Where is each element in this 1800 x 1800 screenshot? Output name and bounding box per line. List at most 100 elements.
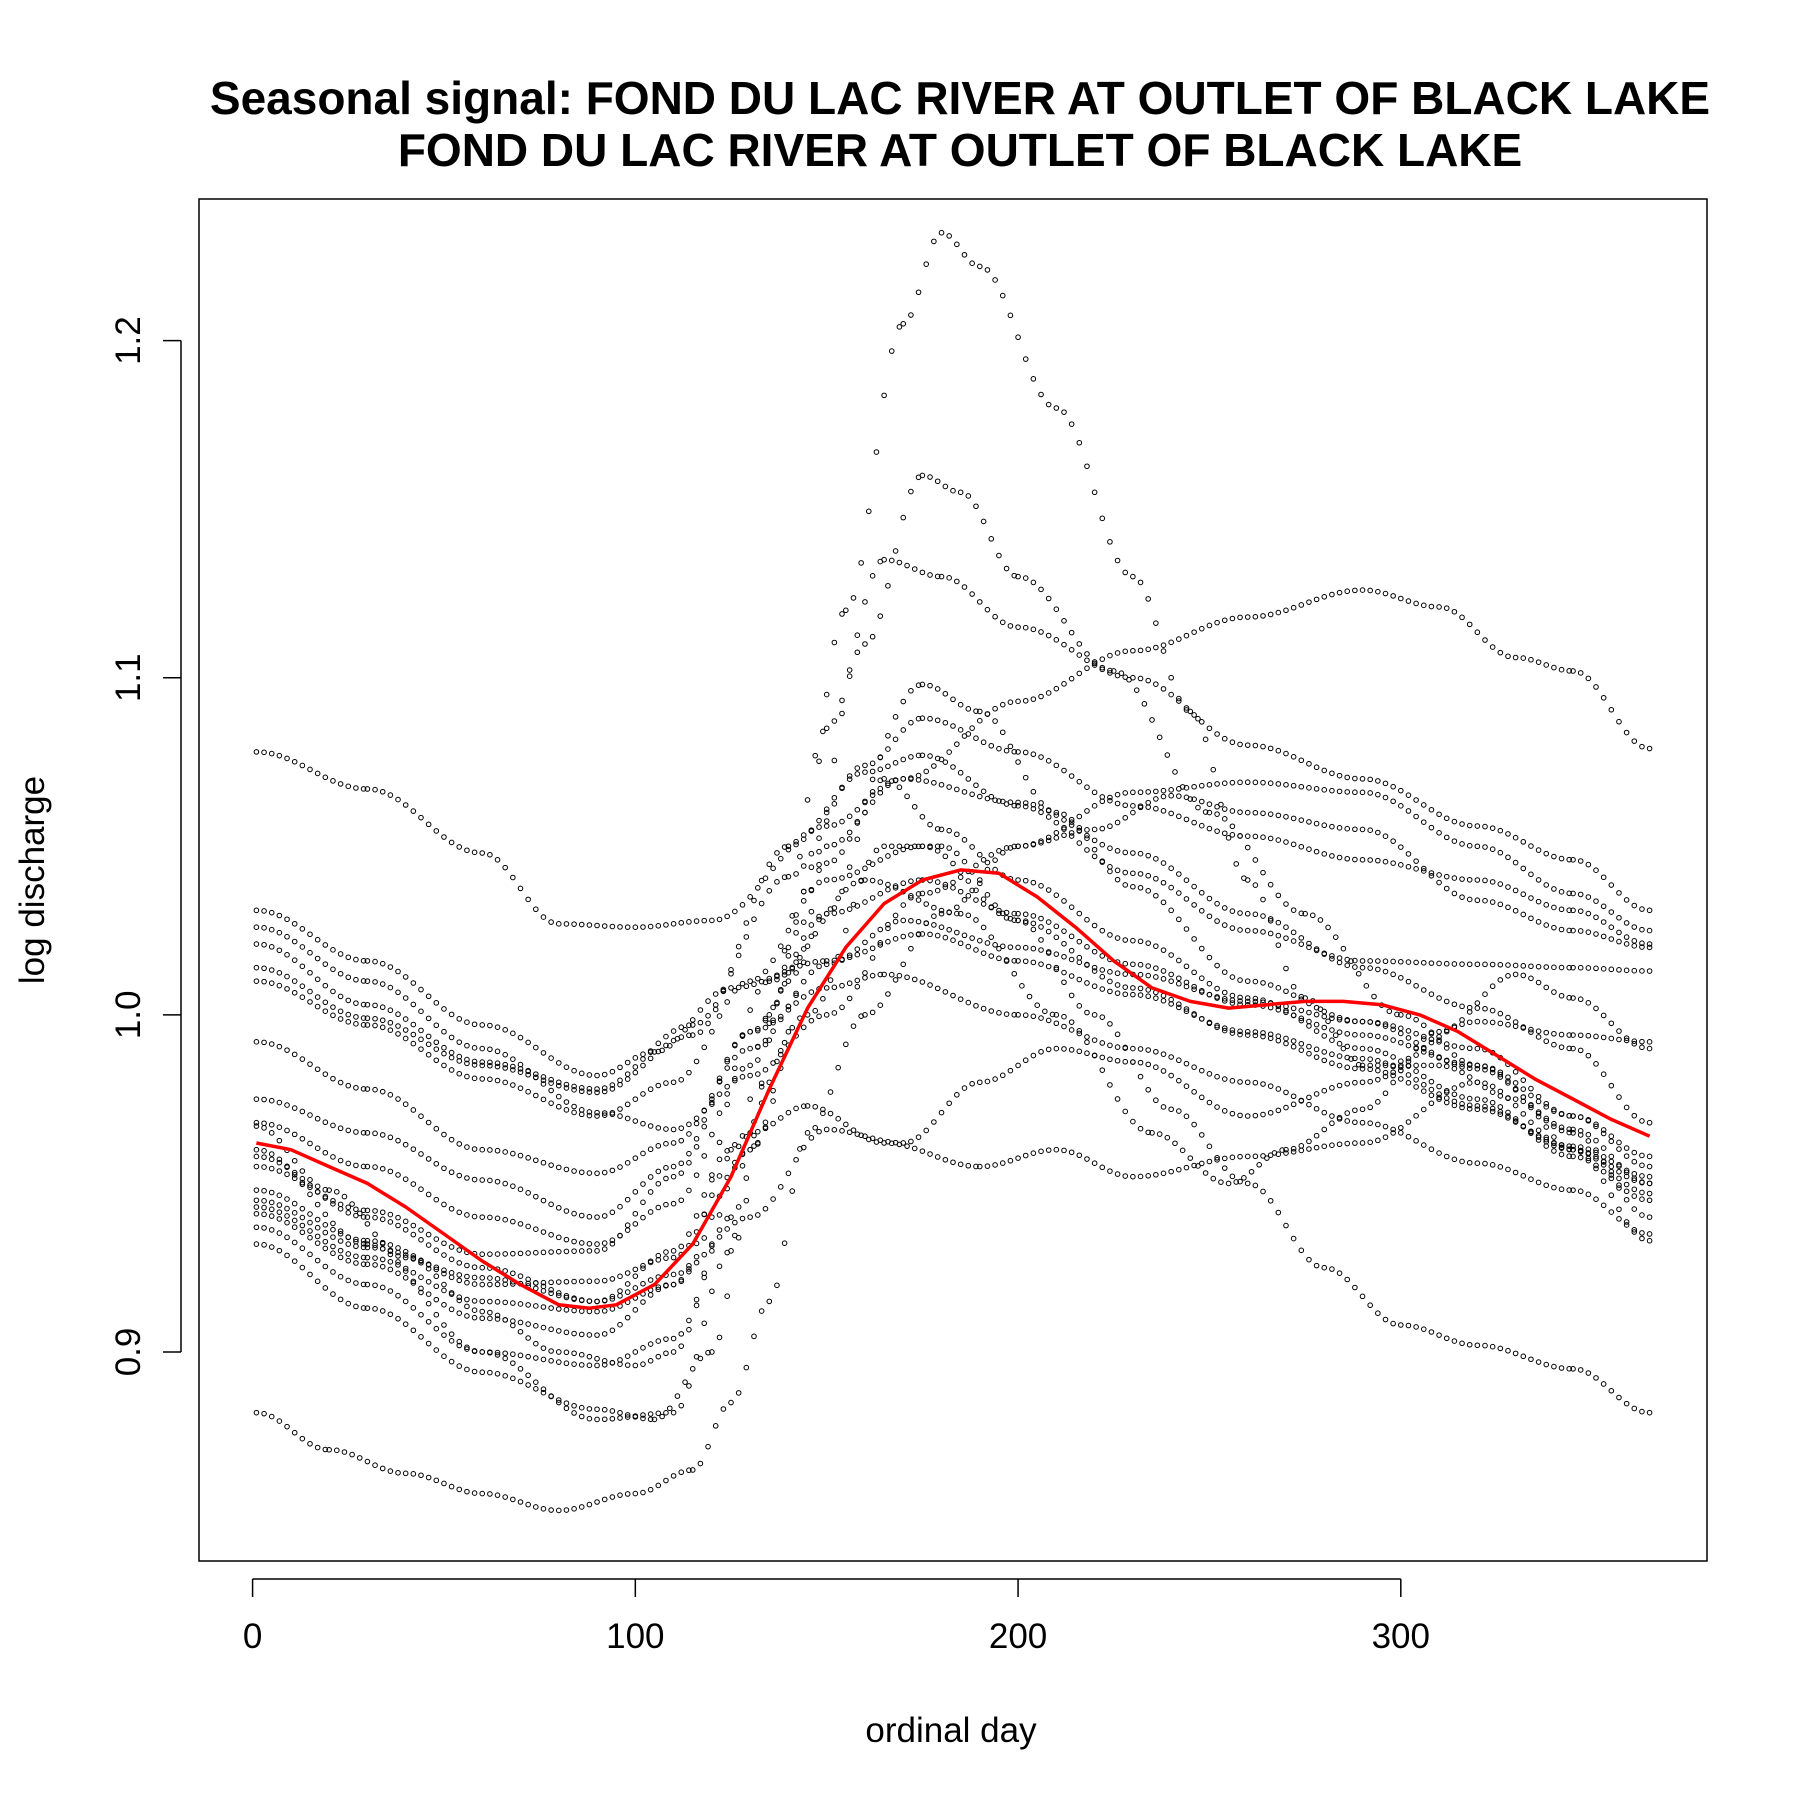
data-point [1631,1193,1638,1199]
data-point [548,1249,554,1255]
data-point [448,1205,455,1212]
data-point [1577,858,1584,864]
data-point [1593,1165,1599,1172]
data-point [1382,1316,1389,1323]
data-point [1535,877,1542,883]
data-point [682,1027,688,1033]
data-point [1206,895,1213,902]
data-point [1497,1088,1504,1095]
data-point [908,892,914,899]
data-point [961,789,968,795]
data-point [533,1386,539,1392]
data-point [1329,1120,1335,1127]
data-point [471,1314,478,1321]
data-point [571,1330,577,1337]
data-point [1229,1030,1236,1036]
data-point [372,1164,378,1170]
data-point [1122,937,1129,943]
data-point [892,736,899,743]
data-point [632,1285,639,1291]
data-point [888,778,895,784]
data-point [724,1101,730,1108]
data-point [1336,788,1343,795]
data-point [804,797,811,803]
data-point [1420,819,1427,825]
data-point [843,886,849,893]
data-point [954,850,960,857]
data-point [1352,1140,1358,1146]
data-point [1084,1034,1090,1040]
data-point [1015,910,1021,917]
data-point [307,1140,313,1147]
data-point [1283,965,1289,972]
data-point [1329,853,1335,859]
data-point [1577,1149,1584,1155]
data-point [253,1224,260,1231]
data-point [540,1197,547,1204]
data-point [712,1002,719,1008]
data-point [827,1110,834,1117]
data-point [1290,1038,1297,1044]
data-point [433,1296,440,1303]
data-point [1451,608,1458,615]
data-point [1600,1162,1607,1168]
data-point [800,994,807,1000]
data-point [647,1486,654,1493]
data-point [410,1181,417,1187]
data-point [904,974,910,981]
data-point [1512,1096,1519,1102]
data-point [379,1165,386,1172]
data-point [1068,675,1075,682]
data-point [433,1264,440,1271]
data-point [1206,1071,1213,1077]
data-point [395,1011,401,1018]
data-point [1206,725,1213,732]
data-point [1267,930,1274,937]
data-point [1053,606,1060,612]
data-point [464,1073,470,1080]
data-point [418,1258,424,1264]
data-point [1321,1109,1328,1116]
data-point [1585,894,1592,900]
series-1 [253,587,1653,930]
data-point [284,1127,290,1134]
data-point [253,907,260,914]
data-point [877,754,884,760]
data-point [816,879,822,886]
data-point [965,493,972,499]
data-point [1145,677,1151,684]
data-point [999,292,1006,299]
data-point [961,584,968,590]
data-point [1114,935,1121,941]
data-point [1153,796,1159,802]
data-point [433,1196,440,1203]
data-point [1528,963,1534,970]
data-point [1585,1150,1592,1156]
data-point [337,1008,344,1015]
data-point [1459,1104,1465,1111]
data-point [724,1155,730,1162]
data-point [525,1372,531,1379]
data-point [1359,1140,1366,1146]
data-point [1176,1001,1182,1007]
data-point [372,1086,378,1093]
data-point [1398,862,1404,868]
data-point [984,711,991,717]
data-point [1007,743,1014,750]
data-point [1474,1106,1481,1113]
data-point [571,1361,577,1367]
data-point [1329,787,1335,794]
data-point [1451,1156,1458,1163]
data-point [353,1303,359,1310]
data-point [1221,905,1228,911]
data-point [1003,565,1010,572]
data-point [632,1064,639,1070]
data-point [487,1491,493,1497]
data-point [441,834,447,840]
fit-line [256,868,1651,1310]
data-point [1290,1012,1297,1019]
data-point [1267,881,1274,888]
data-point [1283,924,1289,930]
data-point [1198,719,1205,725]
data-point [1030,1052,1037,1059]
